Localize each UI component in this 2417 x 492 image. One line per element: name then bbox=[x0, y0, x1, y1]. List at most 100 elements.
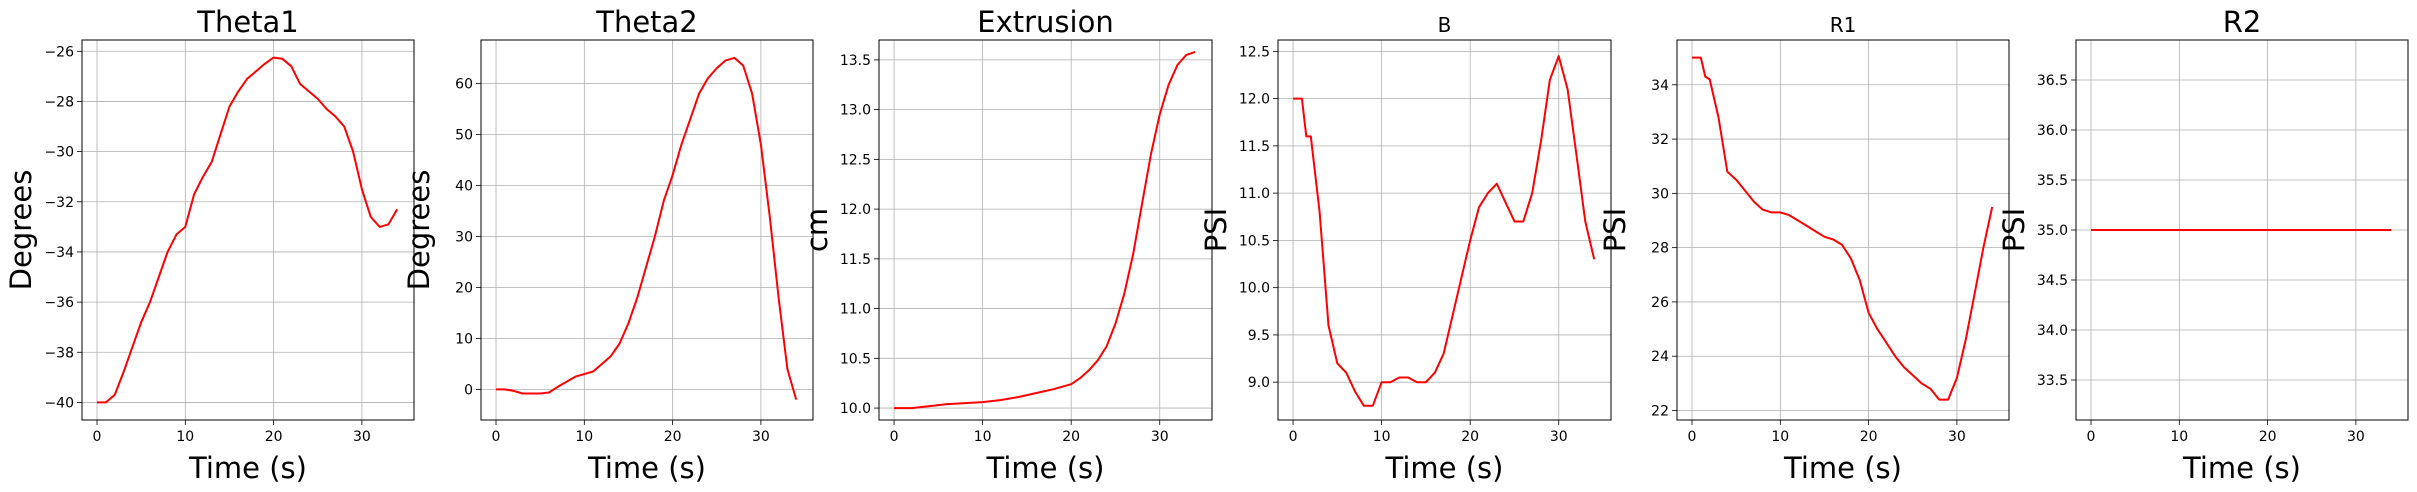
y-tick-label: 0 bbox=[464, 382, 473, 398]
chart-title: B bbox=[1438, 13, 1452, 37]
y-axis-label: Degrees bbox=[4, 170, 38, 291]
y-axis-label: PSI bbox=[1598, 208, 1632, 252]
y-tick-label: 28 bbox=[1651, 241, 1669, 257]
y-tick-label: 20 bbox=[455, 280, 473, 296]
y-axis-label: PSI bbox=[1997, 208, 2031, 252]
y-tick-label: 34 bbox=[1651, 78, 1669, 94]
y-tick-label: 35.5 bbox=[2037, 173, 2068, 189]
y-tick-label: 30 bbox=[455, 229, 473, 245]
y-tick-label: 11.0 bbox=[1239, 186, 1270, 202]
series-line bbox=[97, 56, 399, 404]
y-tick-label: 12.0 bbox=[1239, 92, 1270, 108]
chart-2: 0 10 20 30 0 10 20 30 40 50 60 Theta2 Time (s) Degree… bbox=[402, 5, 814, 485]
y-axis-label: PSI bbox=[1199, 208, 1233, 252]
axes-frame bbox=[1676, 39, 2010, 421]
y-tick-label: −26 bbox=[44, 44, 74, 60]
y-tick-label: −34 bbox=[44, 245, 74, 261]
x-tick-label: 30 bbox=[353, 429, 371, 445]
x-axis-label: Time (s) bbox=[2182, 451, 2301, 485]
x-tick-label: 0 bbox=[492, 429, 501, 445]
series-line bbox=[496, 56, 798, 400]
y-tick-label: 13.5 bbox=[840, 53, 871, 69]
y-tick-label: −36 bbox=[44, 295, 74, 311]
x-tick-label: 30 bbox=[1151, 429, 1169, 445]
chart-title: Theta2 bbox=[595, 5, 698, 39]
x-tick-label: 0 bbox=[1688, 429, 1697, 445]
y-tick-label: 33.5 bbox=[2037, 373, 2068, 389]
x-axis-label: Time (s) bbox=[188, 451, 307, 485]
x-axis-label: Time (s) bbox=[986, 451, 1105, 485]
axes-frame bbox=[81, 39, 415, 421]
y-tick-label: 36.0 bbox=[2037, 123, 2068, 139]
y-tick-label: 35.0 bbox=[2037, 223, 2068, 239]
y-tick-label: 24 bbox=[1651, 349, 1669, 365]
y-tick-label: 11.0 bbox=[840, 302, 871, 318]
y-axis-label: Degrees bbox=[402, 170, 436, 291]
x-tick-label: 20 bbox=[1860, 429, 1878, 445]
chart-title: R2 bbox=[2223, 5, 2262, 39]
x-tick-label: 0 bbox=[1289, 429, 1298, 445]
y-tick-label: 9.5 bbox=[1248, 328, 1270, 344]
x-axis-label: Time (s) bbox=[1385, 451, 1504, 485]
y-tick-label: 40 bbox=[455, 178, 473, 194]
x-tick-label: 10 bbox=[176, 429, 194, 445]
y-axis-label: cm bbox=[800, 208, 834, 252]
y-tick-label: 34.5 bbox=[2037, 273, 2068, 289]
chart-5: 0 10 20 30 22 24 26 28 30 32 34 R1 Time (s) PSI bbox=[1598, 13, 2010, 485]
chart-title: R1 bbox=[1830, 13, 1857, 37]
x-tick-label: 0 bbox=[2087, 429, 2096, 445]
x-tick-label: 0 bbox=[890, 429, 899, 445]
y-tick-label: 10.5 bbox=[1239, 233, 1270, 249]
axes-frame bbox=[1277, 39, 1612, 421]
y-tick-label: 12.5 bbox=[1239, 44, 1270, 60]
y-tick-label: 11.5 bbox=[1239, 139, 1270, 155]
y-tick-label: 26 bbox=[1651, 295, 1669, 311]
x-tick-label: 30 bbox=[2347, 429, 2365, 445]
x-tick-label: 30 bbox=[1550, 429, 1568, 445]
chart-4: 0 10 20 30 9.0 9.5 10.0 10.5 11.0 11.5 12.0 12.5 B Ti… bbox=[1199, 13, 1612, 485]
y-tick-label: 34.0 bbox=[2037, 323, 2068, 339]
y-tick-label: 50 bbox=[455, 127, 473, 143]
y-tick-label: −32 bbox=[44, 195, 74, 211]
y-tick-label: 60 bbox=[455, 76, 473, 92]
y-tick-label: 12.5 bbox=[840, 152, 871, 168]
y-tick-label: 36.5 bbox=[2037, 73, 2068, 89]
x-axis-label: Time (s) bbox=[1783, 451, 1902, 485]
y-tick-label: −38 bbox=[44, 345, 74, 361]
x-tick-label: 20 bbox=[265, 429, 283, 445]
x-tick-label: 10 bbox=[575, 429, 593, 445]
x-tick-label: 20 bbox=[1461, 429, 1479, 445]
y-tick-label: 32 bbox=[1651, 132, 1669, 148]
y-tick-label: 10.0 bbox=[1239, 281, 1270, 297]
series-line bbox=[894, 50, 1196, 410]
y-tick-label: 22 bbox=[1651, 404, 1669, 420]
y-tick-label: −30 bbox=[44, 145, 74, 161]
chart-title: Extrusion bbox=[977, 5, 1113, 39]
chart-title: Theta1 bbox=[196, 5, 299, 39]
y-tick-label: −28 bbox=[44, 94, 74, 110]
y-tick-label: 10 bbox=[455, 331, 473, 347]
y-tick-label: 10.5 bbox=[840, 351, 871, 367]
y-tick-label: 10.0 bbox=[840, 401, 871, 417]
x-tick-label: 10 bbox=[1373, 429, 1391, 445]
x-tick-label: 20 bbox=[664, 429, 682, 445]
axes-frame bbox=[480, 39, 814, 421]
x-tick-label: 0 bbox=[93, 429, 102, 445]
x-tick-label: 20 bbox=[1062, 429, 1080, 445]
x-tick-label: 10 bbox=[974, 429, 992, 445]
x-tick-label: 30 bbox=[1948, 429, 1966, 445]
y-tick-label: −40 bbox=[44, 395, 74, 411]
x-tick-label: 10 bbox=[2170, 429, 2188, 445]
y-tick-label: 12.0 bbox=[840, 202, 871, 218]
y-tick-label: 13.0 bbox=[840, 103, 871, 119]
x-tick-label: 30 bbox=[752, 429, 770, 445]
axes-frame bbox=[878, 39, 1213, 421]
chart-1: 0 10 20 30 −40 −38 −36 −34 −32 −30 −28 −26 Theta1 Tim… bbox=[4, 5, 415, 485]
y-tick-label: 11.5 bbox=[840, 252, 871, 268]
chart-6: 0 10 20 30 33.5 34.0 34.5 35.0 35.5 36.0 36.5 R2 Tim… bbox=[1997, 5, 2409, 485]
x-tick-label: 20 bbox=[2259, 429, 2277, 445]
chart-3: 0 10 20 30 10.0 10.5 11.0 11.5 12.0 12.5 13.0 13.5 E… bbox=[800, 5, 1213, 485]
series-line bbox=[1293, 55, 1596, 407]
y-tick-label: 9.0 bbox=[1248, 375, 1270, 391]
